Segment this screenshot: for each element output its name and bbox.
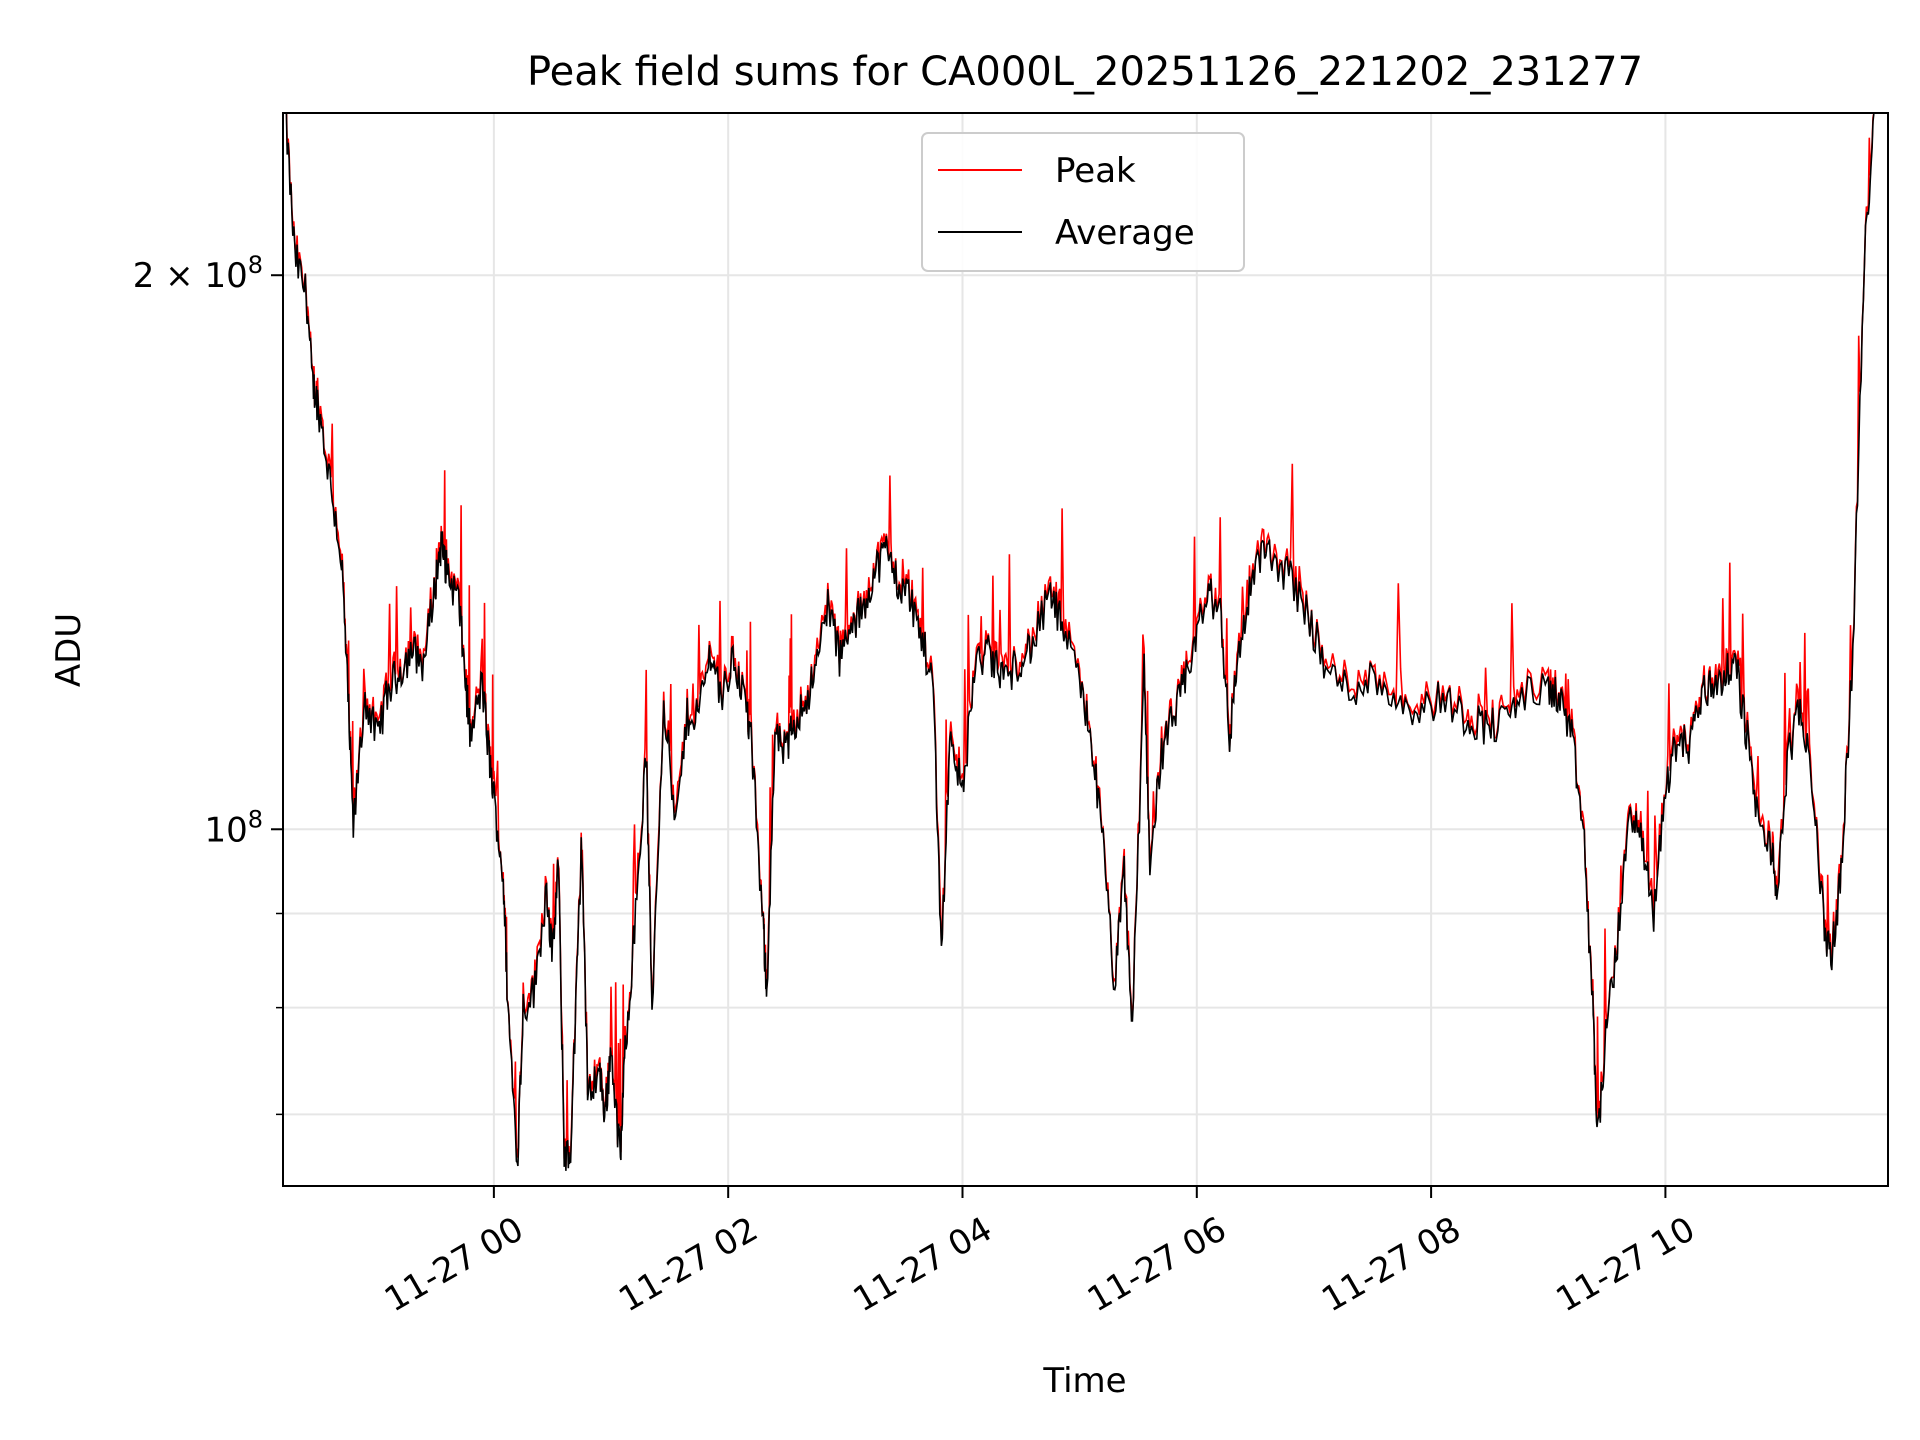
series-average-line [285,113,1875,1171]
y-tick-label-base: 2 × 10 [133,256,248,296]
legend-box [921,132,1245,272]
legend-average-label: Average [1055,213,1195,253]
legend-peak-label: Peak [1055,151,1136,191]
y-tick-label-exponent: 8 [248,251,263,279]
legend: Peak Average [921,132,1245,272]
x-axis-label: Time [1042,1361,1126,1401]
y-tick-label: 108 [204,805,263,850]
plot-frame [282,112,1889,1187]
y-tick-label-base: 10 [204,810,247,850]
chart-title: Peak field sums for CA000L_20251126_2212… [527,49,1643,95]
y-tick-label-exponent: 8 [248,805,263,833]
y-axis-label: ADU [49,613,89,687]
y-tick-label: 2 × 108 [133,251,263,296]
grid-lines [283,113,1888,1186]
series-layer [285,113,1875,1171]
